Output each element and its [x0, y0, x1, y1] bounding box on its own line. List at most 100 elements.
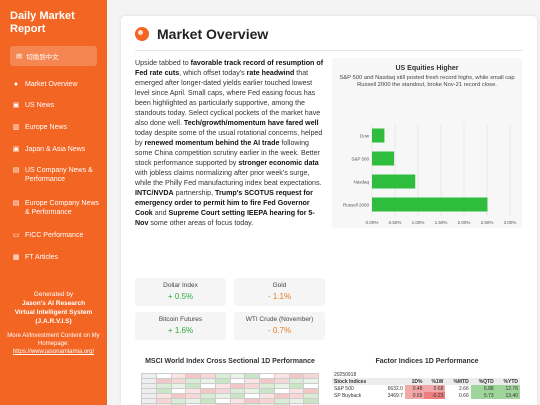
chart-tick-label: 1.50% [435, 220, 448, 225]
table-cell: 3469.7 [387, 392, 403, 399]
heatmap-row [141, 398, 319, 404]
metric-card: Gold - 1.1% [234, 278, 325, 306]
header-divider [135, 50, 523, 51]
summary-highlight: stronger economic data [238, 159, 319, 167]
table-cell: 0.68 [424, 385, 446, 392]
table-row: SP Buyback 3469.7 0.69 -0.23 0.66 5.73 13.40 [332, 392, 520, 399]
table-cell: 1D% [404, 378, 425, 385]
heatmap-row [141, 378, 319, 384]
factor-title: Factor Indices 1D Performance [375, 358, 479, 365]
table-cell: %MTD [445, 378, 471, 385]
chart-tick-label: 2.50% [481, 220, 494, 225]
heatmap-row [141, 373, 319, 379]
sidebar-footer: Generated by Jason's AI Research Virtual… [0, 290, 107, 356]
chart-bar [372, 174, 416, 189]
chart-bar [372, 151, 395, 166]
heatmap-row [141, 403, 319, 405]
table-cell: 6.88 [470, 385, 496, 392]
summary-highlight: INTC/NVDA [135, 189, 174, 197]
summary-text: today despite some of the usual rotation… [135, 129, 323, 147]
chart-bar [372, 128, 385, 143]
table-cell: %1W [424, 378, 446, 385]
building-icon: ▤ [12, 167, 20, 174]
summary-text: and [152, 209, 169, 217]
chart-tick-label: 3.00% [504, 220, 517, 225]
globe-icon: ● [13, 81, 19, 88]
language-toggle-button[interactable]: ▤ 切換到中文 [10, 46, 97, 66]
summary-text: that emerged after longer-dated yields e… [135, 69, 321, 127]
metrics-grid: Dollar Index + 0.5% Gold - 1.1% Bitcoin Futu… [135, 278, 325, 340]
metric-name: Gold [272, 282, 287, 289]
summary-highlight: renewed momentum behind the AI trade [144, 139, 280, 147]
sidebar-item-ft-articles[interactable]: ▦ FT Articles [0, 253, 107, 262]
table-cell: Stock Indices [332, 378, 380, 385]
sidebar: Daily Market Report ▤ 切換到中文 ● Market Over… [0, 0, 107, 405]
sidebar-item-label: FICC Performance [25, 232, 84, 239]
table-cell: 0.66 [459, 392, 469, 399]
page-header: Market Overview [135, 26, 268, 42]
chart-title: US Equities Higher [395, 65, 459, 72]
msci-title: MSCI World Index Cross Sectional 1D Perf… [145, 358, 315, 365]
sidebar-item-label: US News [25, 102, 55, 109]
table-cell: 20250918 [334, 371, 357, 378]
msci-section: MSCI World Index Cross Sectional 1D Perf… [135, 358, 325, 405]
table-cell: 13.40 [495, 392, 520, 399]
factor-table: 20250918 Stock Indices 1D% %1W %MTD %QTD %YTD S… [332, 371, 520, 399]
market-summary-text: Upside tabbed to favorable track record … [135, 58, 325, 228]
table-cell: 12.76 [495, 385, 520, 392]
table-cell: 0.48 [404, 385, 425, 392]
sidebar-item-us-news[interactable]: ▣ US News [0, 101, 107, 110]
summary-highlight: rate headwind [246, 69, 295, 77]
generator-line-1: Jason's AI Research [21, 300, 86, 307]
table-cell: SP Buyback [334, 392, 362, 399]
sidebar-item-us-company-news-performance[interactable]: ▤ US Company News & Performance [0, 166, 107, 184]
metric-name: WTI Crude (November) [245, 316, 314, 323]
main-content: Market Overview Upside tabbed to favorab… [121, 16, 537, 405]
homepage-link[interactable]: https://www.jasonamlamia.org/ [12, 349, 95, 355]
metric-card: WTI Crude (November) - 0.7% [234, 312, 325, 340]
chart-category-label: S&P 500 [351, 156, 369, 161]
sidebar-item-ficc-performance[interactable]: ▭ FICC Performance [0, 231, 107, 240]
msci-heatmap [141, 373, 319, 405]
sidebar-item-japan-asia-news[interactable]: ▣ Japan & Asia News [0, 145, 107, 154]
globe-icon [135, 27, 149, 41]
summary-text: following some China competition scrutin… [135, 139, 320, 167]
factor-section: Factor Indices 1D Performance 20250918 St… [332, 358, 522, 399]
chart-svg: 0.00% 0.50% 1.00% 1.50% 2.00% 2.50% 3.00% Dow S&… [343, 124, 517, 225]
sidebar-item-market-overview[interactable]: ● Market Overview [0, 80, 107, 89]
heatmap-row [141, 383, 319, 389]
metric-card: Bitcoin Futures + 1.6% [135, 312, 226, 340]
summary-text: Upside tabbed to [135, 59, 191, 67]
summary-text: partnership, [173, 189, 216, 197]
metric-value: + 0.5% [167, 292, 194, 301]
metric-name: Dollar Index [163, 282, 198, 289]
bank-icon: ▥ [12, 124, 20, 131]
sidebar-item-europe-company-news-performance[interactable]: ▤ Europe Company News & Performance [0, 199, 107, 217]
summary-highlight: Trump's SCOTUS request for emergency ord… [135, 189, 313, 217]
summary-text: , which offset today's [179, 69, 247, 77]
sidebar-item-label: US Company News & Performance [25, 167, 93, 183]
chart-category-label: Russell 2000 [343, 202, 370, 207]
language-toggle-label: 切換到中文 [26, 54, 59, 61]
homepage-text: More AI/Investment Content on My Homepag… [7, 333, 100, 347]
sidebar-item-europe-news[interactable]: ▥ Europe News [0, 123, 107, 132]
chart-subtitle: S&P 500 and Nasdaq still posted fresh re… [339, 75, 515, 88]
table-cell: 0.69 [404, 392, 425, 399]
metric-value: - 0.7% [267, 326, 292, 335]
table-cell: 6632.0 [387, 385, 403, 392]
page-title: Market Overview [157, 26, 269, 42]
sidebar-item-label: Europe News [25, 124, 68, 131]
metric-value: + 1.6% [167, 326, 194, 335]
summary-text: with jobless claims normalizing after pr… [135, 169, 322, 187]
table-cell: %QTD [470, 378, 496, 385]
generator-line-2: Virtual Intelligent System [14, 309, 93, 316]
newspaper-icon: ▦ [12, 254, 20, 261]
table-row: S&P 500 6632.0 0.48 0.68 2.66 6.88 12.76 [332, 385, 520, 392]
brand-title[interactable]: Daily Market Report [10, 10, 75, 35]
metric-value: - 1.1% [267, 292, 292, 301]
summary-highlight: Tech/growth/momentum have fared well [183, 119, 319, 127]
table-date-row: 20250918 [332, 371, 520, 378]
table-header-row: Stock Indices 1D% %1W %MTD %QTD %YTD [332, 378, 520, 385]
generated-by-label: Generated by [33, 291, 74, 298]
chart-bar [372, 197, 488, 212]
